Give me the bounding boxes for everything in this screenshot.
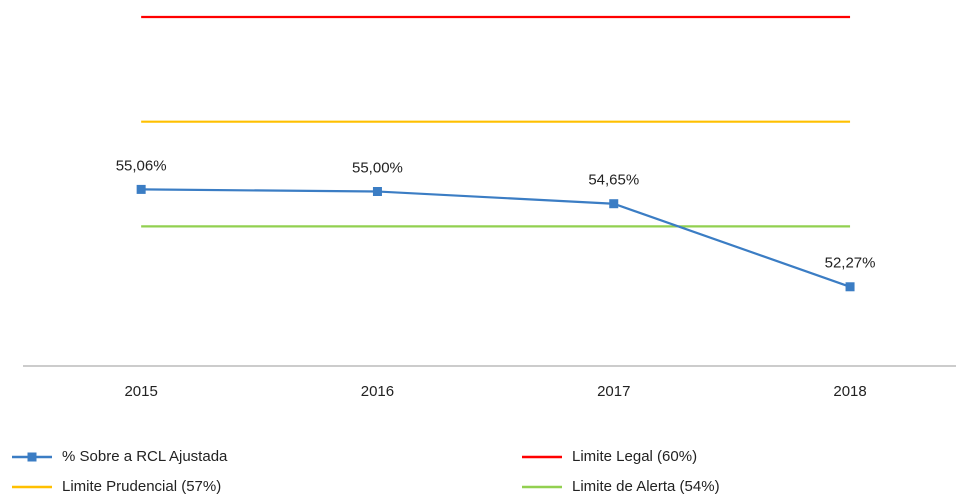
data-label: 52,27% <box>825 255 876 272</box>
point-marker <box>609 199 619 209</box>
point-marker <box>372 187 382 196</box>
data-label: 55,06% <box>116 157 167 174</box>
legend-label: Limite Legal (60%) <box>572 448 697 465</box>
x-tick-label: 2017 <box>597 383 630 400</box>
x-tick-label: 2016 <box>361 383 394 400</box>
data-label: 54,65% <box>588 172 639 189</box>
legend-label: % Sobre a RCL Ajustada <box>62 448 228 465</box>
point-marker <box>845 282 855 292</box>
legend-marker <box>27 452 37 462</box>
data-label: 55,00% <box>352 159 403 176</box>
x-tick-label: 2015 <box>124 383 157 400</box>
series-line <box>141 188 851 288</box>
legend-label: Limite de Alerta (54%) <box>572 478 720 495</box>
point-marker <box>136 184 146 194</box>
legend-label: Limite Prudencial (57%) <box>62 478 221 495</box>
x-tick-label: 2018 <box>833 383 866 400</box>
